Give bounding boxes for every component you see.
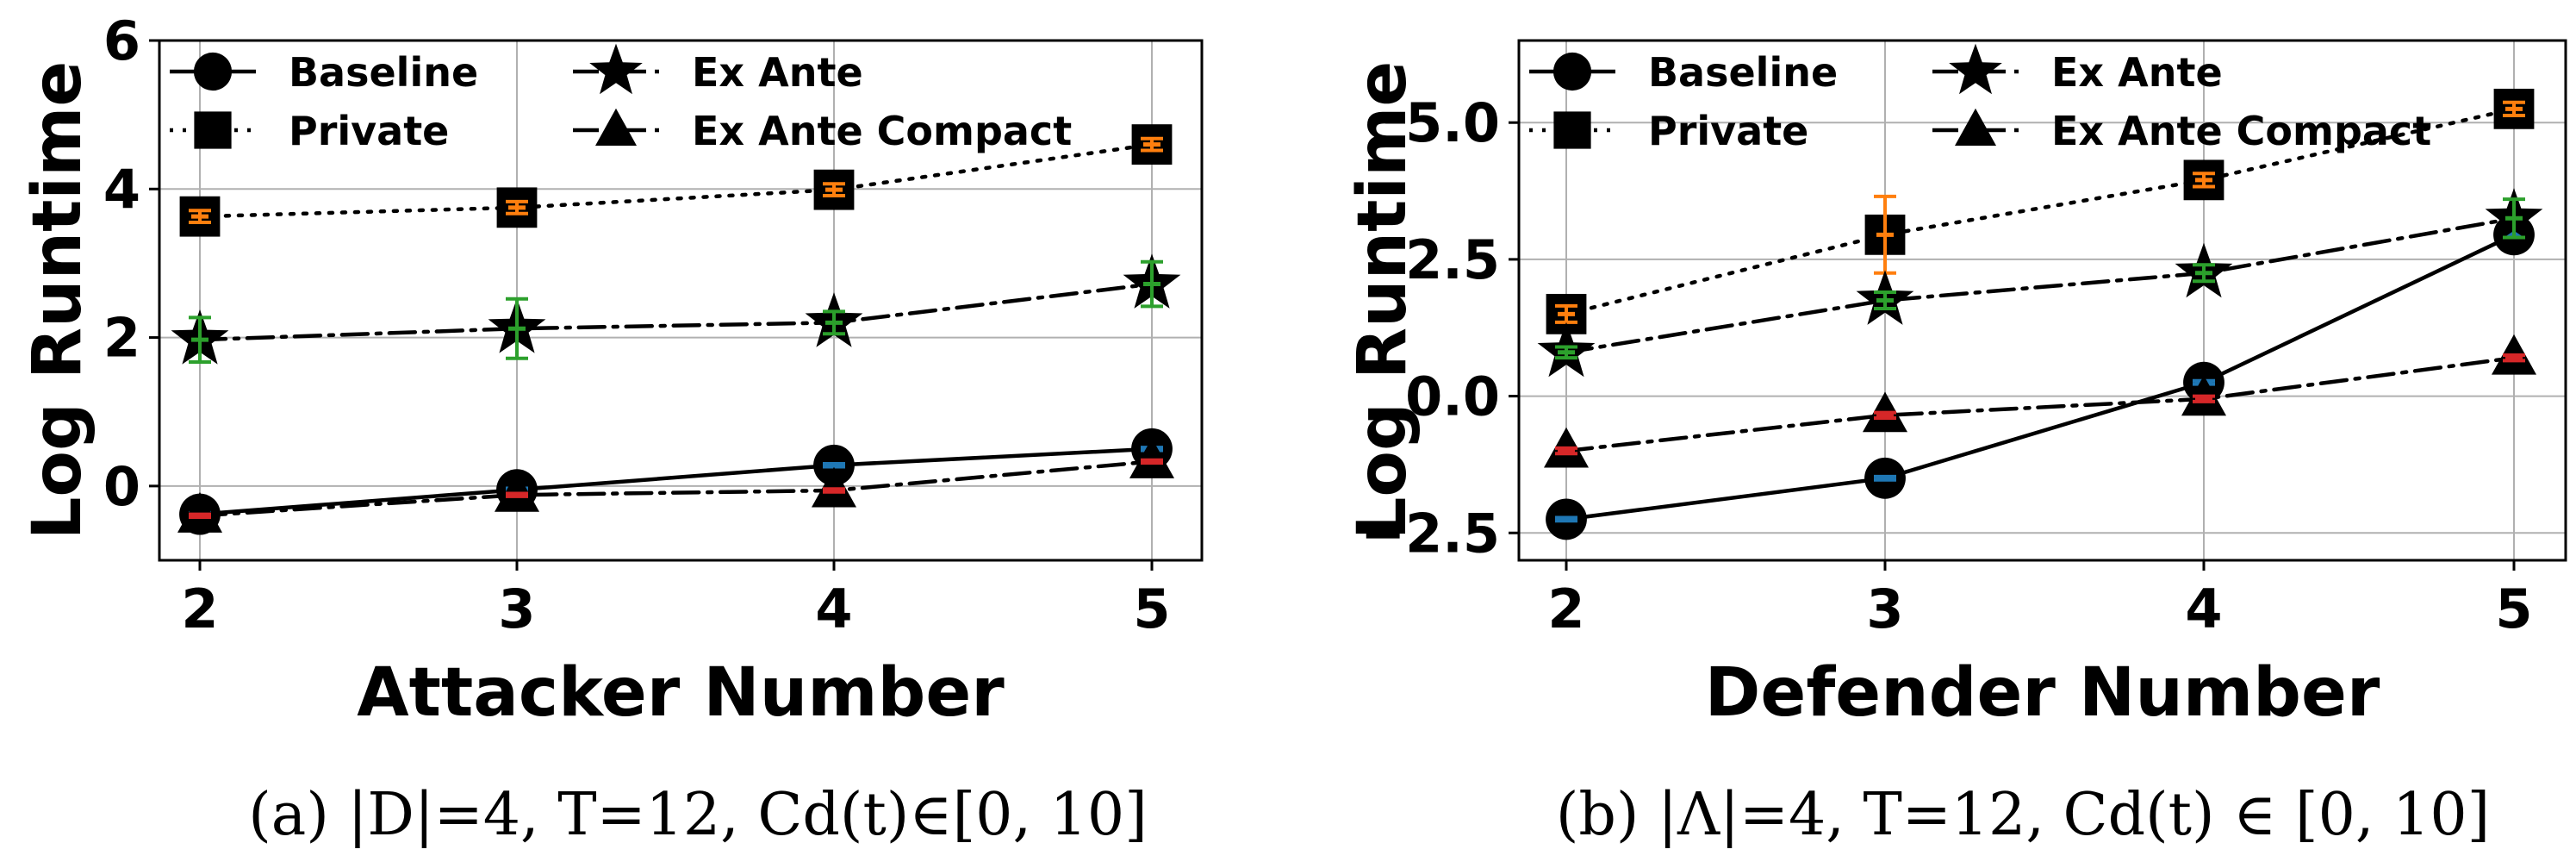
triangle-marker [177, 492, 222, 533]
series-line [197, 446, 1154, 516]
series-line [1564, 233, 2517, 521]
legend-label: Ex Ante Compact [692, 108, 1072, 154]
series-line [1564, 107, 2517, 316]
legend-label: Private [289, 108, 449, 154]
legend-square-marker [194, 111, 232, 149]
axes-frame [158, 39, 1204, 562]
triangle-marker [812, 466, 856, 508]
x-tick-label: 5 [1133, 578, 1170, 640]
legend-label: Ex Ante [2051, 49, 2223, 96]
x-tick-label: 2 [181, 578, 218, 640]
legend-label: Private [1648, 108, 1808, 154]
series-line [1564, 355, 2517, 453]
series-baseline [1546, 214, 2535, 540]
series-ex-ante-compact [177, 438, 1174, 533]
legend: Baseline Private Ex Ante Ex Ante Compact [170, 43, 1072, 154]
x-tick-label: 4 [2185, 578, 2222, 640]
y-axis-label: Log Runtime [1344, 61, 1422, 540]
panel-caption: (b) |Λ|=4, T=12, Cd(t) ∈ [0, 10] [1556, 781, 2490, 849]
legend-star-marker [589, 43, 643, 95]
series-private [1546, 88, 2535, 334]
y-tick-label: −2.5 [1360, 502, 1500, 565]
series-private [179, 124, 1173, 237]
legend-label: Baseline [1648, 49, 1838, 96]
legend-label: Ex Ante Compact [2051, 108, 2431, 154]
legend-triangle-marker [595, 108, 637, 146]
triangle-marker [495, 471, 539, 512]
x-axis-label: Defender Number [1705, 654, 2380, 732]
series-baseline [179, 428, 1173, 535]
y-tick-label: 6 [103, 9, 140, 72]
panel-b: 2 3 4 5 −2.5 0.0 2.5 5.0 Baseline Private Ex Ante E… [1344, 39, 2567, 849]
y-tick-label: 2.5 [1405, 228, 1500, 291]
series-line [197, 142, 1154, 219]
x-tick-label: 3 [498, 578, 535, 640]
y-tick-label: 0 [103, 455, 140, 518]
series-ex-ante-compact [1544, 334, 2536, 468]
series-line [1564, 216, 2517, 355]
x-tick-label: 5 [2495, 578, 2532, 640]
x-tick-label: 2 [1547, 578, 1584, 640]
legend-label: Ex Ante [692, 49, 863, 96]
x-axis-label: Attacker Number [357, 654, 1005, 732]
y-tick-label: 4 [103, 158, 140, 221]
x-tick-label: 4 [815, 578, 852, 640]
panel-caption: (a) |D|=4, T=12, Cd(t)∈[0, 10] [248, 781, 1147, 849]
legend-circle-marker [1552, 52, 1592, 91]
series-ex-ante [171, 253, 1181, 365]
legend-square-marker [1553, 111, 1591, 149]
y-tick-label: 5.0 [1405, 91, 1500, 154]
legend: Baseline Private Ex Ante Ex Ante Compact [1529, 43, 2431, 154]
legend-label: Baseline [289, 49, 478, 96]
x-tick-label: 3 [1866, 578, 1903, 640]
y-axis-label: Log Runtime [19, 61, 96, 540]
series-line [197, 459, 1154, 518]
series-line [197, 282, 1154, 342]
legend-circle-marker [193, 52, 233, 91]
triangle-marker [1129, 438, 1174, 478]
y-tick-label: 0.0 [1405, 365, 1500, 428]
legend-triangle-marker [1955, 108, 1996, 146]
series-ex-ante [1537, 188, 2543, 378]
y-tick-label: 2 [103, 307, 140, 370]
axes-frame [1517, 39, 2567, 562]
legend-star-marker [1949, 43, 2002, 95]
